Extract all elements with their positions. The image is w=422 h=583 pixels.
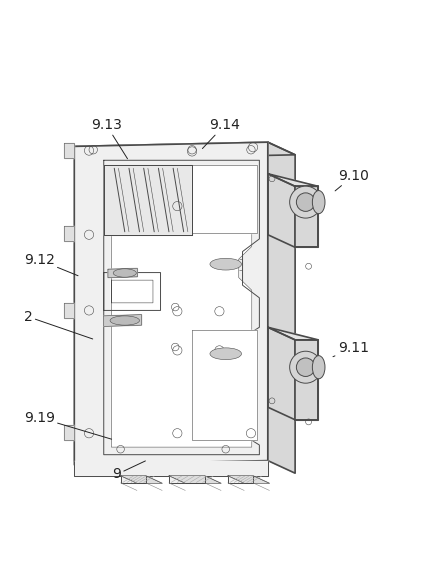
Polygon shape — [228, 476, 270, 483]
Polygon shape — [108, 268, 138, 278]
Ellipse shape — [113, 269, 136, 277]
Polygon shape — [169, 476, 221, 483]
Text: 9.13: 9.13 — [91, 118, 127, 159]
Circle shape — [296, 193, 315, 212]
Circle shape — [289, 186, 322, 218]
Polygon shape — [268, 142, 295, 473]
Polygon shape — [104, 315, 142, 326]
Polygon shape — [74, 142, 268, 465]
Polygon shape — [295, 187, 318, 247]
Polygon shape — [268, 327, 318, 340]
Polygon shape — [192, 330, 257, 440]
Polygon shape — [192, 166, 257, 233]
Ellipse shape — [210, 348, 241, 360]
Polygon shape — [64, 143, 74, 158]
Ellipse shape — [110, 316, 140, 325]
Circle shape — [289, 351, 322, 383]
Text: 2: 2 — [24, 310, 93, 339]
Polygon shape — [64, 425, 74, 440]
Polygon shape — [74, 142, 295, 159]
Text: 9.12: 9.12 — [24, 253, 78, 276]
Polygon shape — [295, 340, 318, 420]
Polygon shape — [104, 166, 192, 235]
Polygon shape — [64, 303, 74, 318]
Text: 9.19: 9.19 — [24, 410, 111, 439]
Circle shape — [296, 358, 315, 377]
Polygon shape — [111, 168, 252, 447]
Polygon shape — [268, 174, 318, 187]
Text: 9.10: 9.10 — [335, 169, 369, 191]
Ellipse shape — [312, 191, 325, 214]
Polygon shape — [64, 226, 74, 241]
Polygon shape — [121, 476, 162, 483]
Ellipse shape — [210, 258, 241, 270]
Text: 9.14: 9.14 — [203, 118, 240, 149]
Polygon shape — [74, 461, 268, 483]
Text: 9.11: 9.11 — [333, 341, 369, 357]
Ellipse shape — [312, 356, 325, 379]
Text: 9: 9 — [112, 461, 146, 482]
